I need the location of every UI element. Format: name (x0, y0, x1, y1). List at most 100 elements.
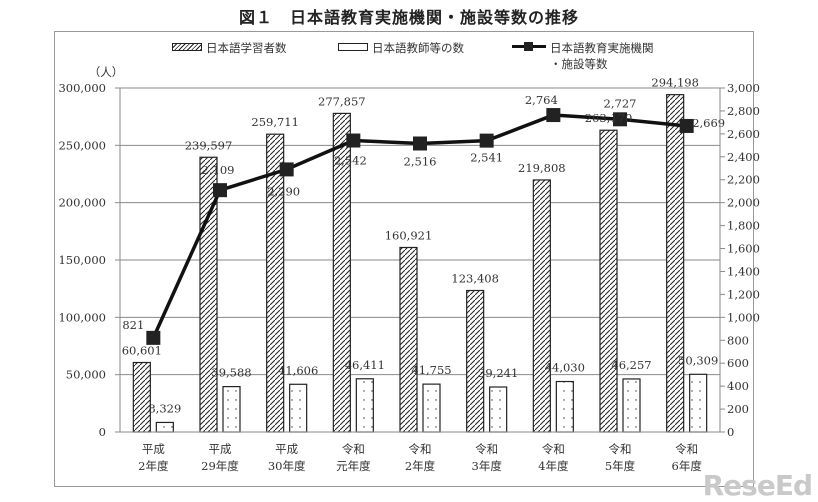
legend-label-institutions-2: ・施設等数 (550, 57, 608, 71)
label-teachers: 8,329 (148, 401, 181, 415)
left-axis-tick: 100,000 (58, 310, 106, 324)
bar-teachers (555, 380, 574, 433)
right-axis-tick: 2,200 (727, 173, 760, 187)
x-axis-label: 令和 (609, 442, 632, 456)
legend-label-teachers: 日本語教師等の数 (372, 41, 464, 55)
label-teachers: 39,241 (478, 366, 518, 380)
x-axis-label: 令和 (675, 442, 698, 456)
line-marker-square-icon (146, 330, 161, 345)
right-axis-tick: 1,200 (727, 287, 760, 301)
label-learners: 294,198 (651, 76, 699, 90)
chart-title: 図１ 日本語教育実施機関・施設等数の推移 (238, 8, 579, 27)
hatch-swatch-icon (172, 43, 202, 51)
x-axis-label: 2年度 (405, 459, 436, 473)
left-axis-tick: 150,000 (58, 253, 106, 267)
x-axis-label: 29年度 (201, 459, 239, 473)
x-axis-label: 6年度 (672, 459, 703, 473)
label-teachers: 39,588 (211, 366, 251, 380)
bar-teachers (422, 383, 441, 433)
right-axis-tick: 1,000 (727, 310, 760, 324)
right-axis-tick: 3,000 (727, 81, 760, 95)
line-marker-swatch-icon (512, 40, 546, 54)
bar-learners (466, 289, 485, 433)
line-marker-square-icon (413, 136, 427, 151)
bar-teachers (622, 378, 641, 433)
right-axis-tick: 200 (727, 402, 749, 416)
bar-teachers (689, 373, 708, 433)
bar-teachers (355, 378, 374, 433)
right-axis-tick: 1,600 (727, 242, 760, 256)
bar-teachers (489, 386, 508, 433)
label-teachers: 41,606 (278, 363, 318, 377)
label-institutions: 2,669 (692, 116, 725, 130)
right-axis-tick: 400 (727, 379, 749, 393)
label-learners: 263,170 (585, 111, 633, 125)
axes: 0 50,000 100,000 150,000 200,000 250,000 300,0… (58, 65, 760, 473)
x-axis-label: 2年度 (138, 459, 169, 473)
label-teachers: 46,257 (611, 358, 651, 372)
left-axis-tick: 50,000 (66, 368, 106, 382)
chart-frame (54, 31, 754, 487)
x-axis-label: 3年度 (472, 459, 503, 473)
left-axis-tick: 300,000 (58, 81, 106, 95)
x-axis-label: 5年度 (605, 459, 636, 473)
label-learners: 259,711 (251, 115, 299, 129)
left-axis-tick: 250,000 (58, 138, 106, 152)
label-learners: 60,601 (122, 344, 162, 358)
right-axis-tick: 0 (727, 425, 734, 439)
x-axis-label: 令和 (342, 442, 365, 456)
x-axis-label: 4年度 (538, 459, 569, 473)
x-axis-label: 令和 (475, 442, 498, 456)
line-marker-square-icon (679, 118, 694, 133)
x-axis-label: 元年度 (336, 459, 371, 473)
dot-swatch-icon (338, 43, 368, 51)
bar-learners (266, 133, 285, 433)
label-teachers: 46,411 (345, 358, 385, 372)
bar-teachers (155, 421, 174, 433)
bar-learners (399, 246, 418, 433)
bar-teachers (222, 386, 241, 433)
institutions-line (146, 108, 694, 345)
label-institutions: 2,290 (267, 184, 300, 198)
x-axis-label: 平成 (209, 442, 232, 456)
line-marker-square-icon (613, 112, 627, 127)
watermark-logo: ReseEd (702, 469, 813, 502)
label-institutions: 2,109 (202, 163, 235, 177)
line-marker-square-icon (546, 108, 561, 123)
label-institutions: 2,542 (334, 154, 367, 168)
bar-learners (132, 361, 151, 433)
x-axis-label: 令和 (409, 442, 432, 456)
label-institutions: 2,764 (525, 93, 558, 107)
x-axis-label: 平成 (275, 442, 298, 456)
right-axis-tick: 2,000 (727, 196, 760, 210)
legend-item-teachers: 日本語教師等の数 (338, 40, 464, 56)
label-teachers: 44,030 (545, 361, 585, 375)
right-axis-tick: 2,600 (727, 127, 760, 141)
bar-learners (666, 94, 685, 433)
label-institutions: 2,727 (604, 96, 637, 110)
label-learners: 160,921 (385, 228, 433, 242)
legend-label-institutions-1: 日本語教育実施機関 (550, 41, 654, 55)
label-teachers: 50,309 (678, 353, 718, 367)
label-learners: 277,857 (318, 94, 366, 108)
left-axis-tick: 200,000 (58, 196, 106, 210)
data-labels: 60,601 8,329 239,597 39,588 259,711 41,606 277… (122, 76, 725, 416)
label-learners: 239,597 (185, 138, 233, 152)
line-marker-square-icon (479, 133, 494, 148)
line-marker-square-icon (346, 133, 361, 148)
bar-learners (532, 179, 551, 433)
bar-learners (599, 129, 618, 433)
line-marker-square-icon (213, 183, 227, 198)
bar-teachers (289, 383, 308, 433)
label-learners: 219,808 (518, 161, 566, 175)
x-axis-label: 令和 (542, 442, 565, 456)
label-institutions: 821 (122, 318, 144, 332)
x-axis-label: 30年度 (268, 459, 306, 473)
right-axis-tick: 600 (727, 356, 749, 370)
x-axis-label: 平成 (142, 442, 165, 456)
right-axis-tick: 2,400 (727, 150, 760, 164)
bars (132, 94, 708, 433)
label-teachers: 41,755 (411, 363, 451, 377)
legend-item-institutions: 日本語教育実施機関 ・施設等数 (512, 40, 654, 72)
